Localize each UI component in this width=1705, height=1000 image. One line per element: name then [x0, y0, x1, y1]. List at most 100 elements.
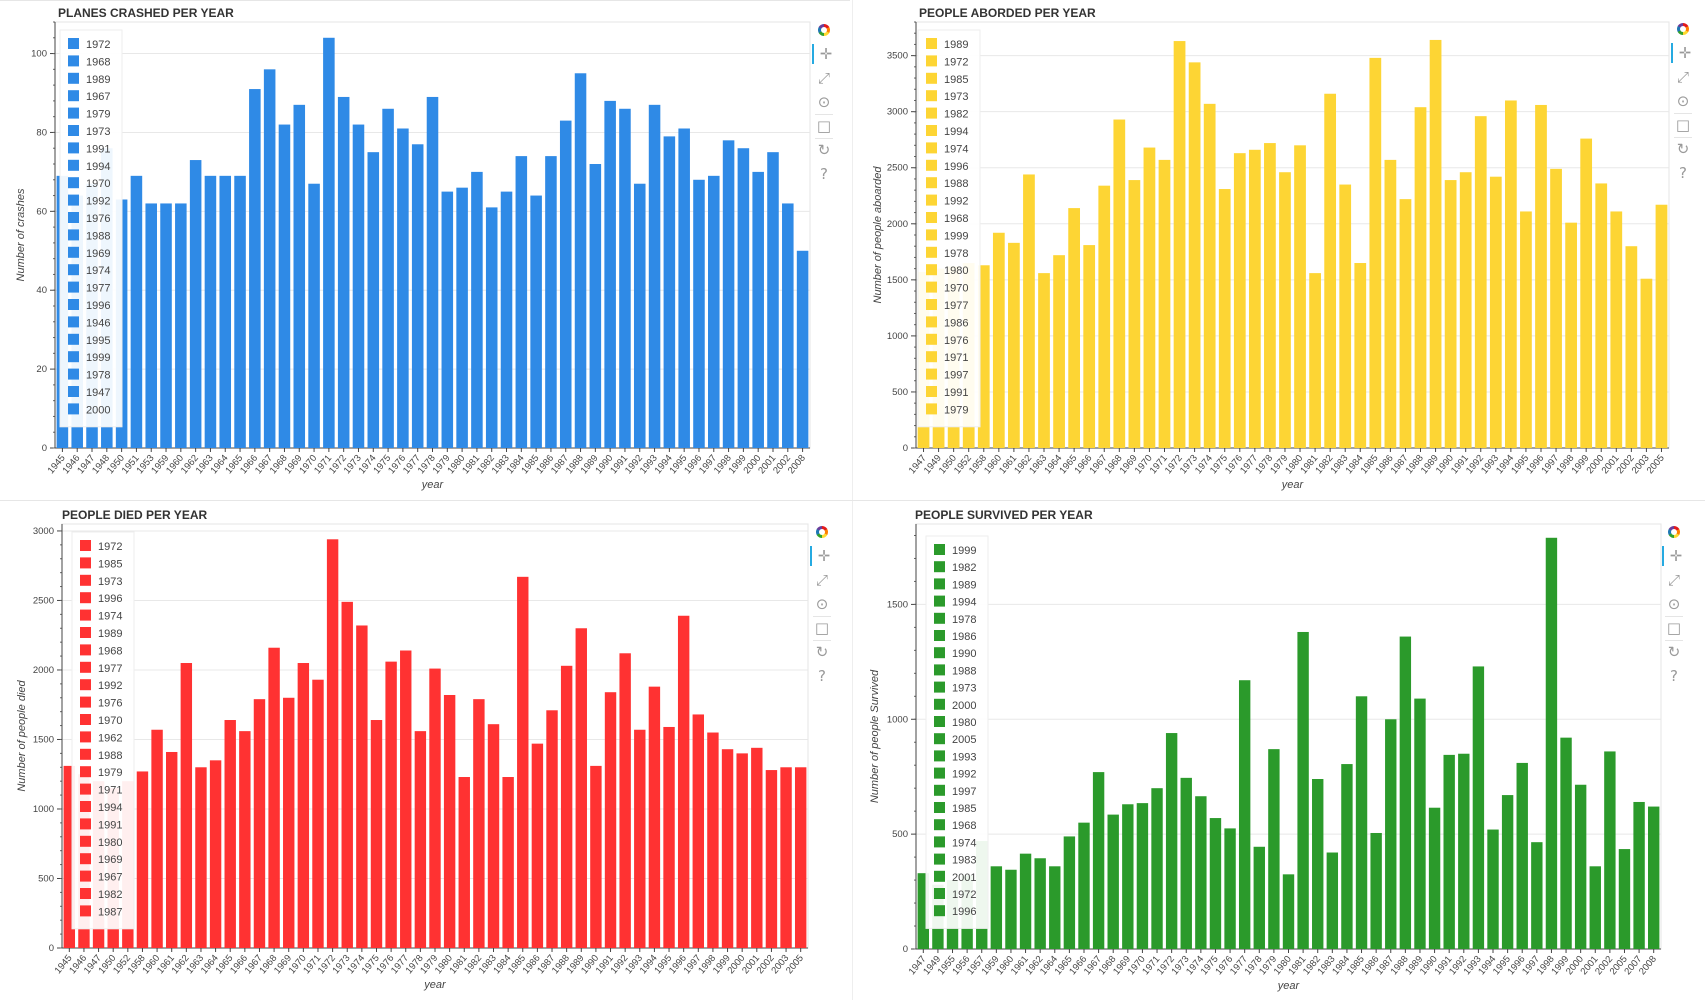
y-tick-label: 2500: [887, 163, 908, 174]
legend-label: 2001: [952, 872, 976, 884]
x-axis-ticks: 1947194919501952195819601961196219631964…: [907, 448, 1667, 476]
y-tick-label: 2000: [887, 219, 908, 230]
wheel-zoom-icon[interactable]: ⊙: [815, 594, 829, 613]
x-axis-ticks: 1945194619471950195219581960196119621963…: [53, 948, 806, 976]
legend-label: 1991: [86, 143, 110, 155]
pan-icon[interactable]: ✛: [1671, 43, 1697, 63]
bar-1971: [1151, 788, 1163, 949]
save-icon[interactable]: □: [1666, 618, 1682, 637]
y-tick-label: 20: [36, 364, 47, 375]
legend-swatch: [80, 818, 91, 830]
bar-1985: [530, 195, 542, 448]
legend-label: 2000: [86, 404, 110, 416]
legend-swatch: [934, 612, 945, 624]
x-axis-ticks: 1947194919551956195719591960196119621964…: [907, 949, 1659, 977]
bar-1974: [1203, 103, 1216, 448]
wheel-zoom-icon[interactable]: ⊙: [1676, 91, 1690, 110]
bar-1969: [1128, 180, 1141, 448]
bar-1975: [1218, 189, 1231, 448]
legend-label: 1992: [944, 196, 968, 208]
legend-label: 1972: [98, 541, 122, 553]
legend-label: 1979: [98, 767, 122, 779]
bar-1997: [708, 175, 720, 449]
legend-background: [71, 531, 135, 930]
survived-chart-panel: PEOPLE SURVIVED PER YEAR 0 500 1000 1500 1947…: [856, 502, 1705, 1000]
wheel-zoom-icon[interactable]: ⊙: [1667, 594, 1681, 613]
reset-icon[interactable]: ↻: [815, 642, 829, 661]
bar-1991: [1459, 172, 1472, 448]
bar-1945: [63, 765, 76, 948]
bar-1966: [1078, 822, 1090, 949]
pan-icon[interactable]: ✛: [1662, 546, 1688, 566]
y-axis-ticks: 0 500 1000 1500 2000 2500 3000: [33, 526, 62, 954]
bar-1988: [574, 73, 587, 449]
y-tick-label: 500: [892, 387, 908, 398]
legend-background: [917, 29, 981, 428]
bar-1982: [1312, 779, 1324, 949]
reset-icon[interactable]: ↻: [817, 140, 831, 159]
wheel-zoom-icon[interactable]: ⊙: [817, 92, 831, 111]
y-tick-label: 1000: [33, 804, 54, 815]
legend-swatch: [80, 609, 91, 621]
pan-icon[interactable]: ✛: [810, 546, 836, 566]
bar-1961: [1019, 853, 1032, 949]
box-zoom-icon[interactable]: ⤢: [1676, 67, 1689, 86]
bar-1963: [204, 175, 217, 449]
legend-swatch: [926, 212, 937, 223]
legend-swatch: [68, 159, 79, 171]
toolbar-separator: [813, 640, 831, 641]
legend-label: 1990: [952, 648, 976, 660]
legend-swatch: [934, 681, 945, 693]
legend-label: 1989: [98, 628, 122, 640]
bar-1960: [175, 203, 187, 448]
y-tick-label: 500: [892, 829, 908, 840]
logo-mark: [1668, 526, 1680, 538]
bar-1971: [312, 679, 324, 948]
help-icon[interactable]: ?: [1679, 163, 1687, 182]
legend-label: 1972: [944, 56, 968, 68]
legend-label: 1973: [952, 683, 976, 695]
legend-label: 1995: [86, 335, 110, 347]
box-zoom-icon[interactable]: ⤢: [1667, 570, 1680, 589]
legend-swatch: [934, 870, 945, 882]
y-axis-ticks: 0 20 40 60 80 100: [31, 21, 55, 454]
bar-1979: [441, 191, 454, 448]
bar-1976: [385, 661, 397, 948]
y-tick-label: 1000: [887, 331, 908, 342]
reset-icon[interactable]: ↻: [1676, 139, 1690, 158]
bar-1962: [1023, 174, 1035, 448]
save-icon[interactable]: □: [1675, 115, 1691, 134]
box-zoom-icon[interactable]: ⤢: [817, 68, 830, 87]
legend-swatch: [926, 351, 937, 363]
reset-icon[interactable]: ↻: [1667, 642, 1681, 661]
save-icon[interactable]: □: [816, 116, 832, 135]
x-axis-label: year: [423, 979, 447, 991]
pan-icon[interactable]: ✛: [812, 44, 838, 64]
legend-swatch: [80, 801, 91, 812]
bar-1984: [515, 156, 528, 448]
legend-swatch: [926, 194, 937, 206]
bar-1980: [456, 187, 468, 448]
legend-swatch: [934, 784, 945, 796]
help-icon[interactable]: ?: [820, 164, 828, 183]
help-icon[interactable]: ?: [1670, 666, 1678, 685]
bar-1999: [737, 148, 750, 448]
bar-2005: [1655, 204, 1668, 448]
bar-1990: [1428, 807, 1441, 949]
y-tick-label: 0: [42, 443, 47, 454]
legend-swatch: [926, 333, 937, 345]
legend-swatch: [934, 836, 945, 848]
bar-1972: [1173, 41, 1186, 449]
bar-1989: [589, 164, 602, 448]
legend-swatch: [926, 316, 937, 328]
legend-label: 1991: [944, 387, 968, 399]
box-zoom-icon[interactable]: ⤢: [815, 570, 828, 589]
bar-1994: [1504, 100, 1517, 448]
bar-1989: [1429, 39, 1442, 449]
bar-2000: [1574, 784, 1587, 949]
bokeh-logo-icon: [812, 20, 836, 40]
save-icon[interactable]: □: [814, 618, 830, 637]
legend: 1972 1985 1973 1996 1974 1989 1968 1977 1992 1976…: [71, 531, 135, 930]
help-icon[interactable]: ?: [818, 666, 826, 685]
legend-label: 2005: [952, 734, 976, 746]
